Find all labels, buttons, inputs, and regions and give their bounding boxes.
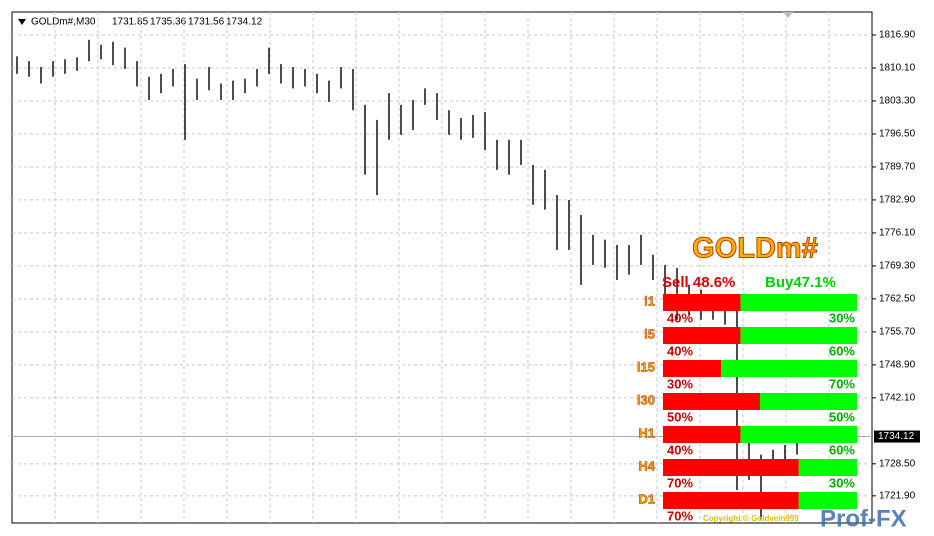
quote-value: 1731.85 [112, 17, 149, 28]
price-axis: 1816.90 1810.10 1803.30 1796.50 1789.70 1782.… [12, 30, 920, 501]
sell-percent: 70% [667, 508, 693, 523]
sell-percent: 70% [667, 475, 693, 490]
timeframe-label: H1 [638, 425, 655, 440]
sell-percent: 40% [667, 343, 693, 358]
timeframe-label: i5 [644, 326, 655, 341]
buy-percent: 60% [829, 442, 855, 457]
sell-bar [663, 492, 799, 509]
y-tick-label: 1789.70 [879, 162, 916, 173]
y-tick-label: 1796.50 [879, 129, 916, 140]
sell-percent: 40% [667, 442, 693, 457]
y-tick-label: 1816.90 [879, 30, 916, 41]
quote-value: 1731.56 [188, 17, 225, 28]
buy-total: Buy47.1% [765, 274, 836, 291]
menu-arrow[interactable] [18, 19, 26, 25]
sell-percent: 50% [667, 409, 693, 424]
y-tick-label: 1728.50 [879, 458, 916, 469]
buy-bar [798, 459, 857, 476]
sell-total: Sell 48.6% [662, 274, 735, 291]
buy-percent: 30% [829, 475, 855, 490]
buy-percent: 70% [829, 376, 855, 391]
timeframe-label: i15 [637, 359, 655, 374]
timeframe-label: i1 [644, 293, 655, 308]
quote-value: 1734.12 [226, 17, 263, 28]
timeframe-label: D1 [638, 491, 655, 506]
buy-bar [740, 426, 857, 443]
sell-bar [663, 393, 760, 410]
y-tick-label: 1769.30 [879, 261, 916, 272]
sell-percent: 30% [667, 376, 693, 391]
y-tick-label: 1782.90 [879, 195, 916, 206]
y-tick-label: 1776.10 [879, 228, 916, 239]
watermark: Prof-FX [820, 505, 907, 532]
y-tick-label: 1742.10 [879, 392, 916, 403]
y-tick-label: 1803.30 [879, 96, 916, 107]
y-tick-label: 1748.90 [879, 359, 916, 370]
y-tick-label: 1755.70 [879, 327, 916, 338]
y-tick-label: 1721.90 [879, 490, 916, 501]
sell-bar [663, 327, 741, 344]
current-price: 1734.12 [878, 431, 915, 442]
buy-bar [798, 492, 857, 509]
sell-percent: 40% [667, 310, 693, 325]
indicator: GOLDm# Sell 48.6% Buy47.1% Copyright © G… [637, 232, 857, 523]
copyright: Copyright © Goldvein999 [703, 514, 799, 523]
symbol: GOLDm#,M30 [31, 17, 96, 28]
current-price-box [874, 430, 920, 443]
sell-bar [663, 459, 799, 476]
timeframe-label: H4 [638, 458, 655, 473]
buy-percent: 50% [829, 409, 855, 424]
buy-bar [740, 327, 857, 344]
buy-bar [721, 360, 857, 377]
buy-bar [760, 393, 857, 410]
buy-percent: 30% [829, 310, 855, 325]
sell-bar [663, 294, 741, 311]
sell-bar [663, 360, 722, 377]
quote-value: 1735.36 [150, 17, 187, 28]
buy-percent: 60% [829, 343, 855, 358]
buy-bar [740, 294, 857, 311]
y-tick-label: 1762.50 [879, 294, 916, 305]
timeframe-label: i30 [637, 392, 655, 407]
y-tick-label: 1810.10 [879, 63, 916, 74]
indicator-title: GOLDm# [692, 233, 818, 265]
sell-bar [663, 426, 741, 443]
quote: 1731.85 1735.36 1731.56 1734.12 [112, 17, 263, 28]
